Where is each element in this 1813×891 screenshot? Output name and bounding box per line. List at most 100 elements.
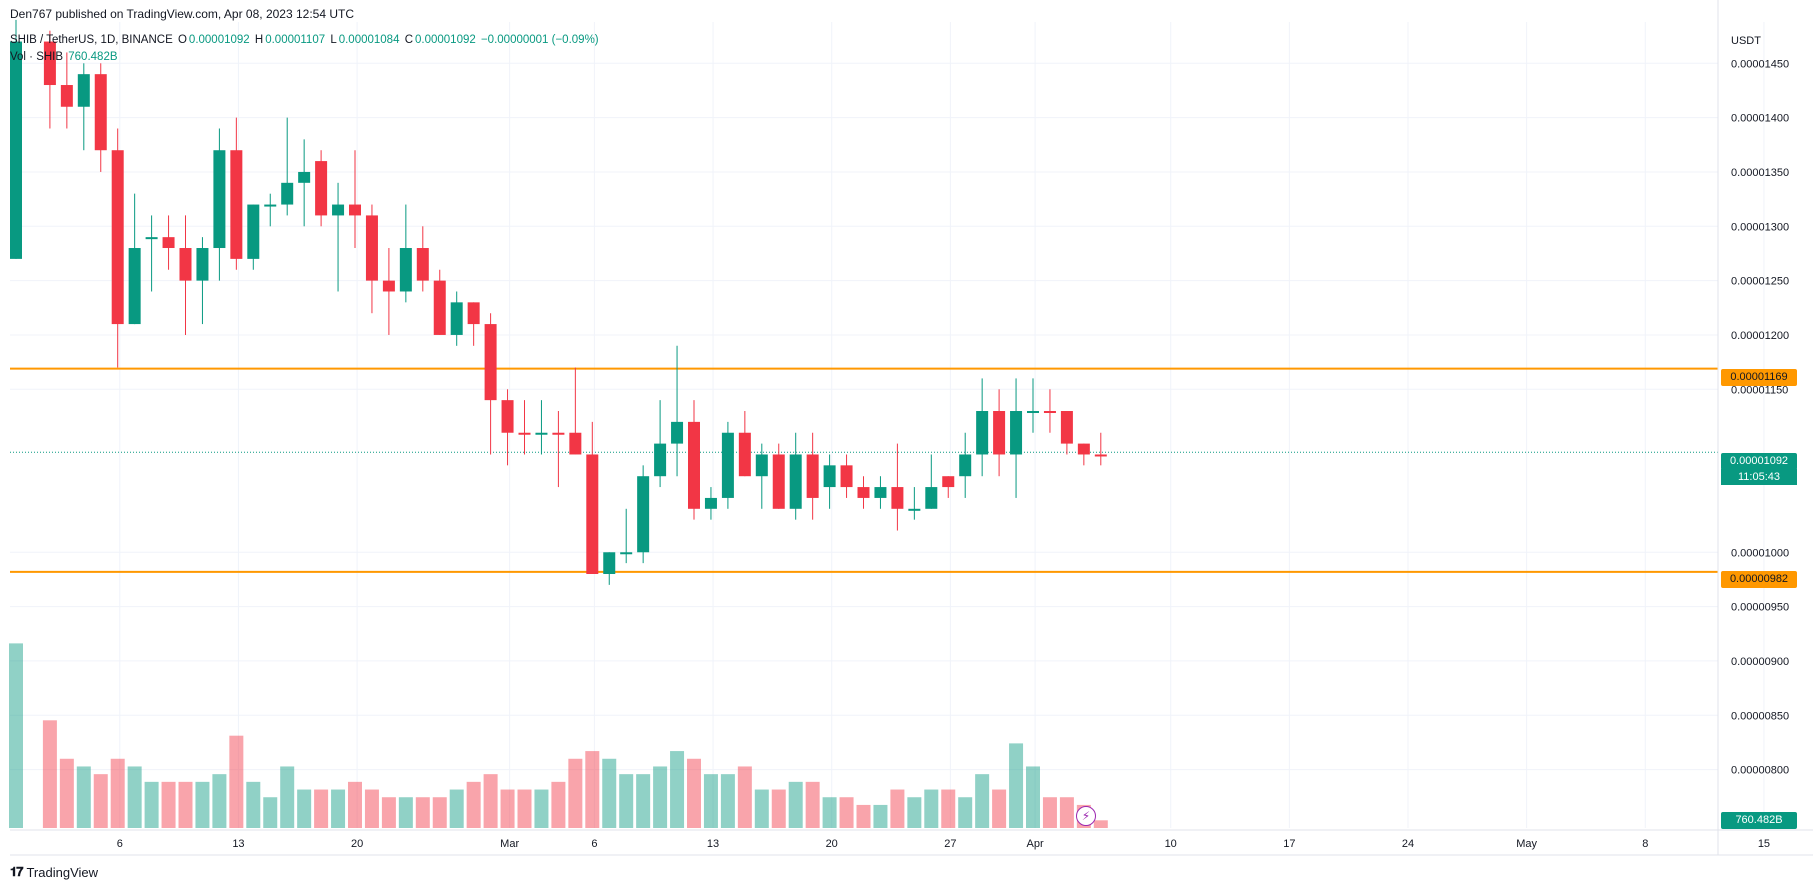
price-tick-label: 0.00001250	[1731, 276, 1789, 288]
currency-label: USDT	[1731, 35, 1761, 47]
volume-bar	[263, 797, 278, 828]
candle-body	[891, 487, 904, 509]
volume-bar	[127, 766, 142, 828]
candle-body	[365, 215, 378, 281]
volume-bar	[144, 781, 159, 828]
candle-body	[518, 432, 531, 435]
volume-bar	[907, 797, 922, 828]
price-tick-label: 0.00001150	[1731, 384, 1788, 396]
candle-body	[196, 248, 209, 281]
volume-bar	[110, 758, 125, 828]
candle-body	[993, 411, 1006, 455]
volume-bar	[42, 720, 57, 828]
high-value: 0.00001107	[265, 34, 326, 46]
volume-bar	[297, 789, 312, 828]
volume-bar	[517, 789, 532, 828]
price-tick-label: 0.00000800	[1731, 765, 1789, 777]
volume-bar	[585, 751, 600, 828]
volume-bar	[687, 758, 701, 828]
lightning-icon[interactable]: ⚡	[1076, 806, 1096, 826]
high-label: H	[254, 34, 264, 46]
last-price-label: 0.00001092	[1721, 453, 1797, 470]
candle-body	[111, 150, 124, 325]
volume-bar	[653, 766, 668, 828]
volume-bar	[992, 789, 1007, 828]
volume-bar	[9, 643, 23, 828]
candle-body	[467, 302, 480, 325]
candle-body	[840, 465, 853, 488]
price-tick-label: 0.00001300	[1731, 221, 1789, 233]
candle-body	[315, 161, 328, 216]
candle-body	[298, 171, 311, 183]
volume-bar	[568, 758, 583, 828]
volume-bar	[1093, 820, 1108, 828]
time-tick-label: 20	[351, 838, 363, 850]
time-tick-label: 6	[117, 838, 123, 850]
candle-body	[399, 248, 412, 292]
candle-body	[942, 476, 955, 488]
time-tick-label: May	[1516, 838, 1537, 850]
volume-bar	[76, 766, 91, 828]
candle-body	[908, 508, 921, 511]
volume-bar	[839, 797, 854, 828]
volume-bar	[212, 774, 227, 828]
volume-bar	[670, 751, 685, 828]
candle-body	[671, 421, 684, 444]
candle-body	[806, 454, 819, 498]
volume-bar	[890, 789, 905, 828]
tradingview-logo[interactable]: 𝟏𝟕 TradingView	[10, 864, 98, 880]
candle-body	[179, 248, 192, 281]
time-tick-label: Mar	[500, 838, 519, 850]
candle-body	[738, 432, 751, 477]
volume-bar	[500, 789, 515, 828]
open-value: 0.00001092	[188, 34, 250, 46]
volume-bar	[534, 789, 549, 828]
candle-body	[77, 74, 90, 107]
published-header: Den767 published on TradingView.com, Apr…	[10, 7, 355, 21]
volume-bar	[348, 781, 362, 828]
candle-body	[1010, 411, 1023, 455]
candle-body	[281, 182, 294, 205]
volume-bar	[619, 774, 634, 828]
candle-body	[976, 411, 989, 455]
volume-bar	[381, 797, 396, 828]
candle-body	[772, 454, 785, 509]
candle-body	[145, 237, 158, 240]
candle-body	[755, 454, 768, 477]
price-tick-label: 0.00001200	[1731, 330, 1789, 342]
volume-legend[interactable]: Vol · SHIB 760.482B	[10, 51, 120, 63]
candle-body	[94, 74, 107, 151]
bar-countdown: 11:05:43	[1721, 469, 1797, 485]
candle-body	[721, 432, 734, 498]
volume-bar	[59, 758, 74, 828]
candle-body	[433, 280, 446, 335]
candle-body	[925, 487, 938, 509]
time-tick-label: 15	[1758, 838, 1770, 850]
volume-value: 760.482B	[68, 51, 118, 63]
time-tick-label: 17	[1283, 838, 1295, 850]
volume-bar	[941, 789, 956, 828]
price-tick-label: 0.00001400	[1731, 113, 1789, 125]
candle-body	[450, 302, 463, 335]
candle-body	[501, 400, 514, 433]
candle-body	[535, 432, 548, 435]
volume-bar	[93, 774, 108, 828]
price-tick-label: 0.00001450	[1731, 58, 1789, 70]
time-tick-label: 8	[1642, 838, 1648, 850]
candle-body	[552, 432, 565, 435]
volume-bar	[314, 789, 329, 828]
change-value: −0.00000001 (−0.09%)	[480, 34, 599, 46]
candle-body	[382, 280, 395, 292]
candle-body	[654, 443, 667, 477]
symbol-legend[interactable]: SHIB / TetherUS, 1D, BINANCE O 0.00001092…	[10, 34, 601, 46]
candle-body	[162, 237, 175, 249]
time-tick-label: 24	[1402, 838, 1414, 850]
candle-body	[264, 204, 277, 207]
candle-body	[620, 552, 633, 555]
volume-bar	[331, 789, 346, 828]
volume-bar	[856, 804, 871, 828]
candle-body	[349, 204, 361, 216]
candle-body	[332, 204, 345, 216]
volume-bar	[754, 789, 769, 828]
